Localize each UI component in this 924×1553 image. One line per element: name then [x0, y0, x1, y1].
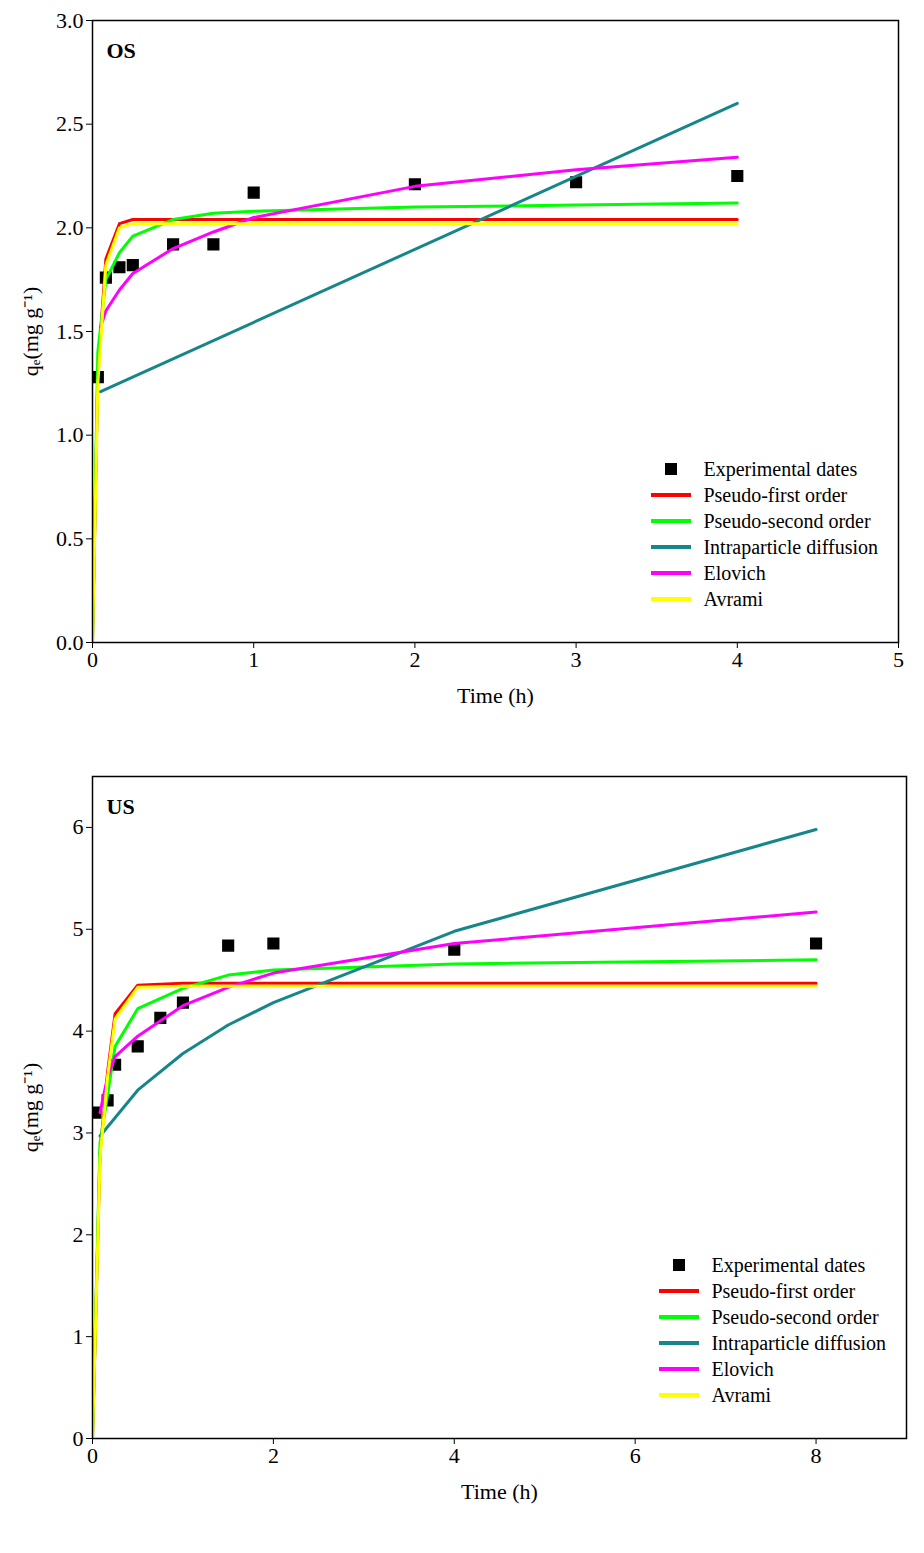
svg-text:OS: OS — [107, 38, 136, 63]
svg-text:2: 2 — [268, 1443, 279, 1468]
html-text:Pseudo-first order: Pseudo-first order — [703, 483, 848, 506]
html-text:Elovich: Elovich — [711, 1357, 774, 1380]
svg-text:5: 5 — [893, 647, 904, 672]
svg-text:qₑ(mg g⁻¹): qₑ(mg g⁻¹) — [18, 287, 43, 377]
svg-text:Time (h): Time (h) — [457, 683, 534, 708]
svg-text:1: 1 — [248, 647, 259, 672]
svg-text:0: 0 — [87, 1443, 98, 1468]
html-text:Pseudo-first order: Pseudo-first order — [711, 1279, 856, 1302]
svg-text:5: 5 — [73, 916, 84, 941]
html-text:Experimental dates: Experimental dates — [711, 1253, 866, 1276]
svg-text:4: 4 — [73, 1018, 84, 1043]
svg-text:0: 0 — [87, 647, 98, 672]
svg-text:8: 8 — [811, 1443, 822, 1468]
html-text:Intraparticle diffusion: Intraparticle diffusion — [711, 1331, 886, 1354]
svg-text:1.0: 1.0 — [56, 422, 84, 447]
svg-text:4: 4 — [732, 647, 743, 672]
svg-text:2: 2 — [73, 1222, 84, 1247]
svg-text:qₑ(mg g⁻¹): qₑ(mg g⁻¹) — [18, 1063, 43, 1153]
svg-text:6: 6 — [630, 1443, 641, 1468]
svg-text:Time (h): Time (h) — [461, 1479, 538, 1504]
html-text:Elovich: Elovich — [703, 561, 766, 584]
svg-text:0.0: 0.0 — [56, 630, 84, 655]
html-text:Avrami: Avrami — [711, 1383, 771, 1406]
html-text:Experimental dates: Experimental dates — [703, 457, 858, 480]
svg-text:0: 0 — [73, 1426, 84, 1451]
svg-text:0.5: 0.5 — [56, 526, 84, 551]
html-text:Pseudo-second order: Pseudo-second order — [711, 1305, 879, 1328]
svg-text:US: US — [107, 794, 135, 819]
svg-text:3.0: 3.0 — [56, 8, 84, 33]
html-text:Pseudo-second order: Pseudo-second order — [703, 509, 871, 532]
svg-text:1: 1 — [73, 1324, 84, 1349]
svg-text:6: 6 — [73, 814, 84, 839]
svg-text:2.0: 2.0 — [56, 215, 84, 240]
svg-text:3: 3 — [73, 1120, 84, 1145]
svg-text:2.5: 2.5 — [56, 111, 84, 136]
svg-text:1.5: 1.5 — [56, 319, 84, 344]
html-text:Avrami: Avrami — [703, 587, 763, 610]
html-text:Intraparticle diffusion: Intraparticle diffusion — [703, 535, 878, 558]
svg-text:3: 3 — [571, 647, 582, 672]
svg-text:2: 2 — [409, 647, 420, 672]
svg-text:4: 4 — [449, 1443, 460, 1468]
